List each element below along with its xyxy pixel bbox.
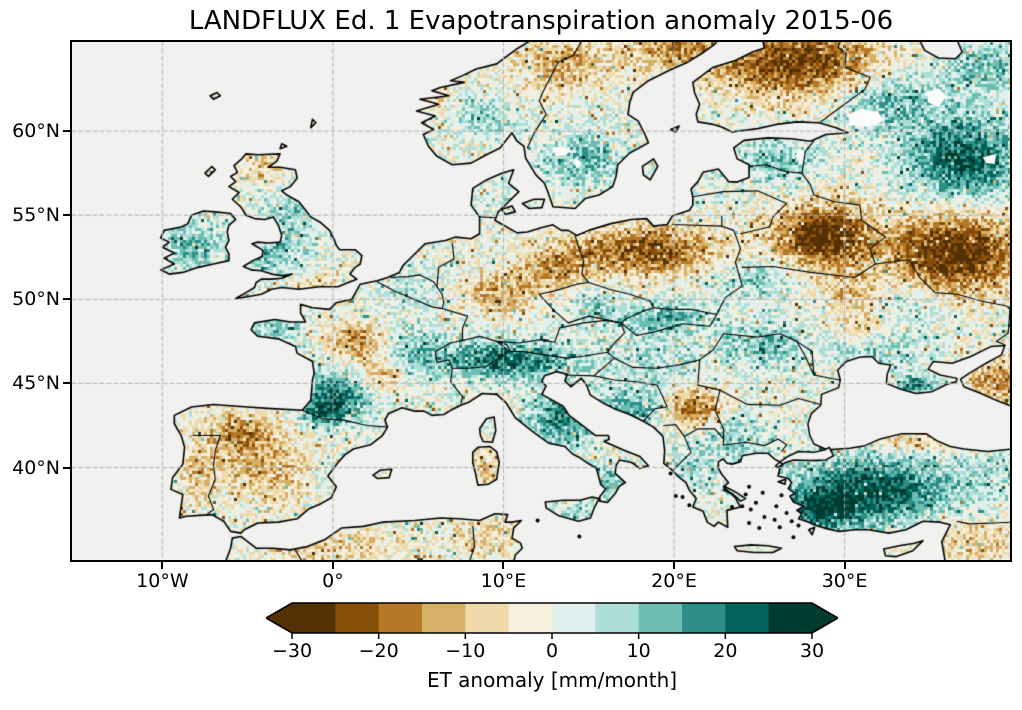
colorbar-segment: [465, 603, 510, 633]
x-tick-mark: [161, 562, 164, 569]
x-tick-mark: [502, 562, 505, 569]
x-tick-label: 20°E: [651, 570, 697, 592]
x-tick-label: 10°E: [480, 570, 527, 592]
colorbar-segment: [378, 603, 423, 633]
colorbar-segment: [768, 603, 813, 633]
colorbar-segment: [638, 603, 683, 633]
colorbar-tick-label: 20: [713, 640, 738, 662]
y-tick-mark: [63, 130, 70, 133]
colorbar-tick-label: −10: [445, 640, 486, 662]
colorbar-segment: [335, 603, 380, 633]
y-tick-label: 55°N: [12, 204, 60, 227]
y-tick-label: 60°N: [12, 120, 60, 143]
colorbar: [266, 602, 838, 639]
colorbar-tick-label: 30: [799, 640, 825, 662]
colorbar-label: ET anomaly [mm/month]: [426, 668, 678, 692]
colorbar-over-arrow: [812, 603, 838, 633]
x-tick-label: 0°: [322, 570, 344, 592]
y-tick-label: 40°N: [12, 456, 60, 479]
y-tick-mark: [63, 214, 70, 217]
map-plot-area: [70, 40, 1012, 562]
x-tick-mark: [843, 562, 846, 569]
colorbar-tick-label: 0: [545, 640, 559, 662]
chart-title: LANDFLUX Ed. 1 Evapotranspiration anomal…: [188, 6, 894, 36]
colorbar-tick-label: −30: [271, 640, 313, 662]
x-tick-label: 30°E: [821, 570, 868, 592]
x-tick-mark: [331, 562, 334, 569]
europe-map-canvas: [72, 42, 1010, 560]
colorbar-segment: [422, 603, 466, 633]
y-tick-mark: [63, 382, 70, 385]
colorbar-segment: [725, 603, 770, 633]
y-tick-mark: [63, 298, 70, 301]
y-tick-label: 45°N: [12, 372, 60, 395]
colorbar-under-arrow: [266, 603, 292, 633]
colorbar-segment: [682, 603, 726, 633]
colorbar-tick-label: 10: [626, 640, 651, 662]
x-tick-label: 10°W: [136, 570, 189, 592]
x-tick-mark: [673, 562, 676, 569]
colorbar-tick-label: −20: [358, 640, 399, 662]
y-tick-label: 50°N: [12, 288, 60, 311]
colorbar-segment: [595, 603, 640, 633]
colorbar-segment: [552, 603, 596, 633]
colorbar-segment: [508, 603, 553, 633]
y-tick-mark: [63, 466, 70, 469]
colorbar-segment: [292, 603, 336, 633]
